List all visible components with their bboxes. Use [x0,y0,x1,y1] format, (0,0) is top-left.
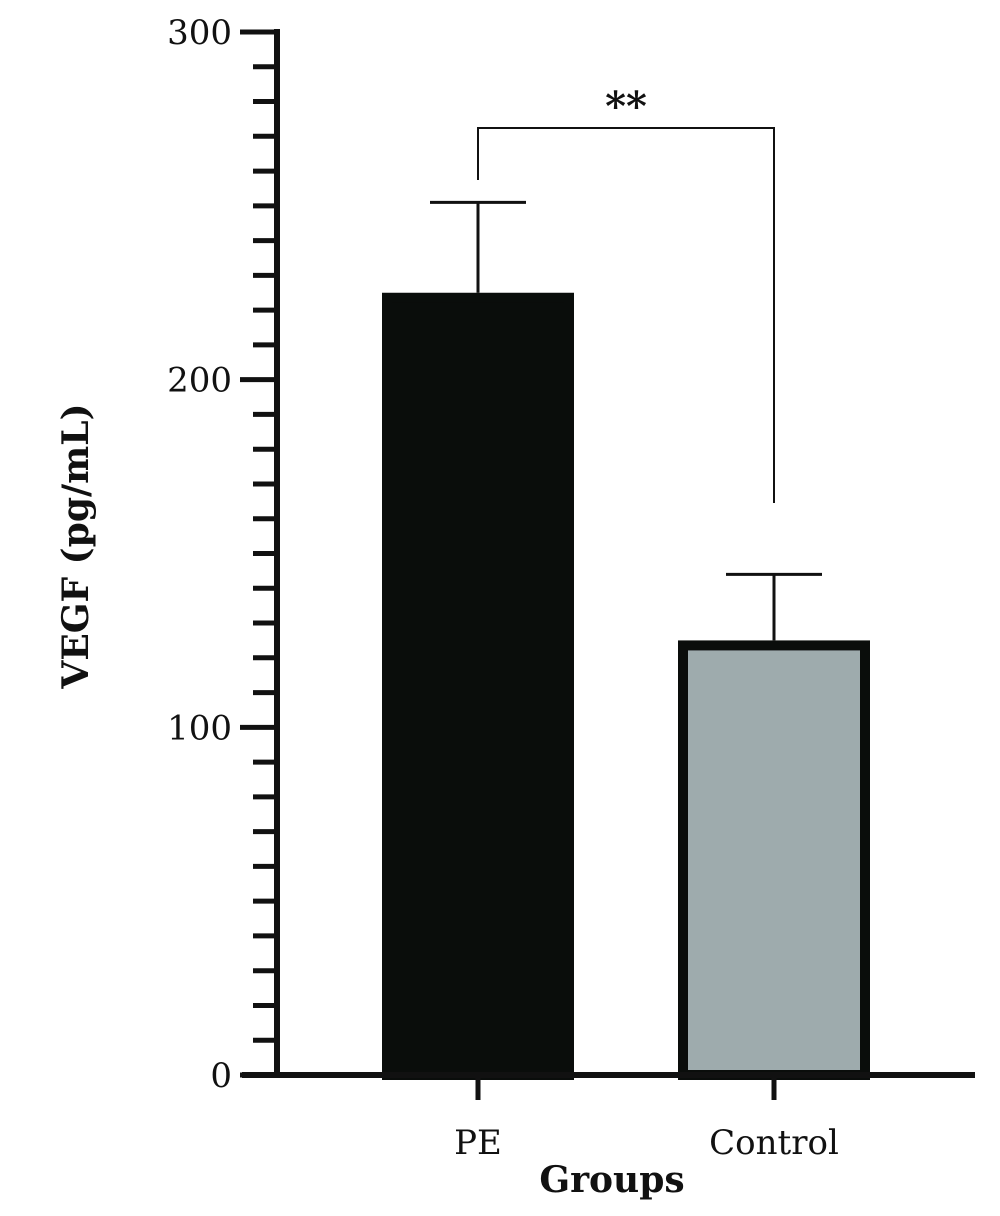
y-tick-label: 300 [167,13,232,53]
x-axis-title: Groups [539,1159,684,1201]
significance-label: ** [605,83,647,130]
y-tick-label: 200 [167,361,232,401]
x-tick-label-control: Control [709,1123,839,1163]
y-axis-ticks: 0 100 200 300 [167,13,277,1096]
x-tick-label-pe: PE [454,1123,502,1163]
bar-control [678,640,870,1081]
y-axis-title: VEGF (pg/mL) [55,403,97,689]
error-bars [430,200,822,641]
significance-bracket-group: ** [477,83,775,503]
significance-bracket [477,127,775,503]
x-axis-ticks: PE Control [454,1075,839,1163]
y-tick-label: 0 [210,1056,232,1096]
bar-pe [382,292,574,1080]
bars [382,292,870,1081]
y-tick-label: 100 [167,708,232,748]
